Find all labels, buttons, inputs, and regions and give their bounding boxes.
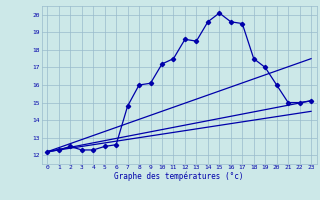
X-axis label: Graphe des températures (°c): Graphe des températures (°c) [115,172,244,181]
